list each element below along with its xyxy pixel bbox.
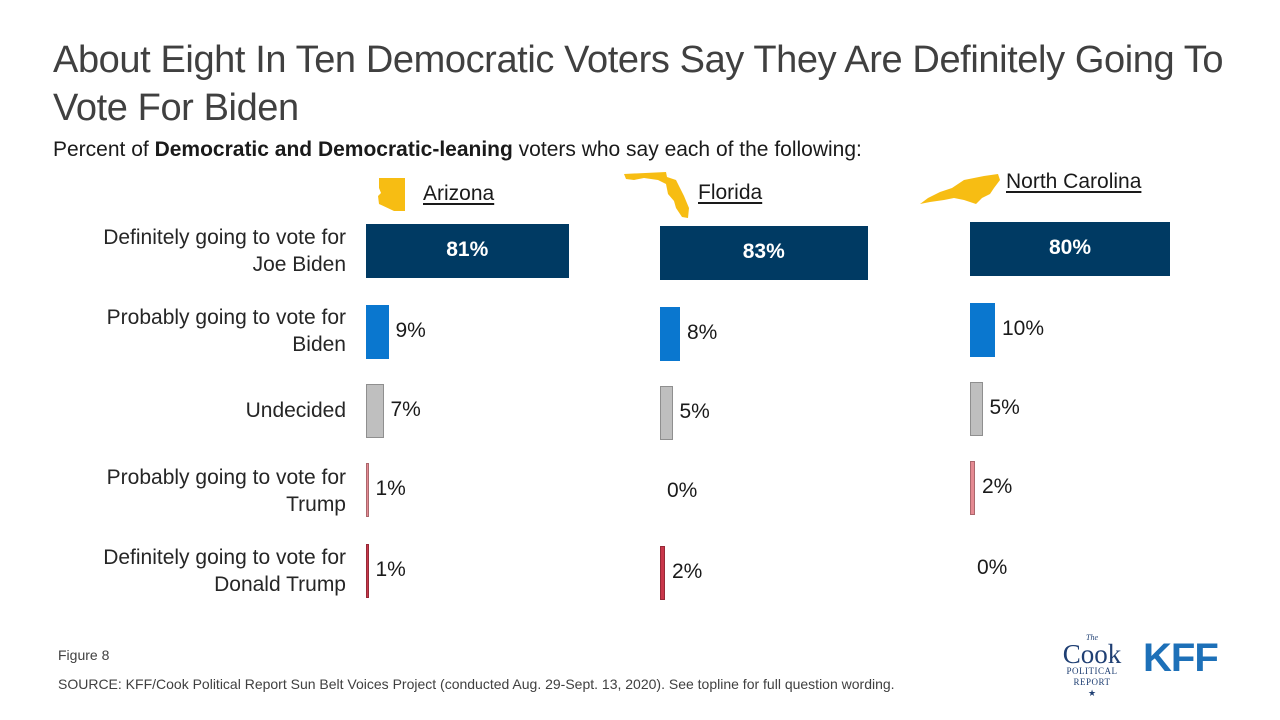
value-label-north-carolina-probably-biden: 10% <box>1002 317 1045 340</box>
value-label-florida-probably-biden: 8% <box>687 321 718 344</box>
bar-north-carolina-probably-trump <box>970 461 975 515</box>
cook-logo-the: The <box>1086 633 1098 642</box>
figure-number: Figure 8 <box>58 647 110 663</box>
value-label-arizona-definitely-biden: 81% <box>446 238 489 261</box>
row-label-line: Biden <box>292 333 346 356</box>
row-label-line: Undecided <box>245 399 346 422</box>
row-label-line: Trump <box>286 493 346 516</box>
bar-north-carolina-undecided <box>970 382 983 436</box>
subtitle-prefix: Percent of <box>53 138 155 161</box>
florida-shape-icon <box>624 172 689 218</box>
value-label-florida-definitely-trump: 2% <box>672 560 703 583</box>
cook-logo-line1: POLITICAL <box>1066 666 1118 676</box>
row-label-line: Probably going to vote for <box>106 306 346 329</box>
value-label-north-carolina-definitely-trump: 0% <box>977 556 1008 579</box>
bar-arizona-definitely-trump <box>366 544 369 598</box>
row-label-probably-trump: Probably going to vote for Trump <box>16 464 346 518</box>
value-label-arizona-definitely-trump: 1% <box>375 558 406 581</box>
value-label-florida-definitely-biden: 83% <box>742 240 785 263</box>
bar-north-carolina-probably-biden <box>970 303 995 357</box>
value-label-arizona-probably-biden: 9% <box>395 319 426 342</box>
row-label-line: Definitely going to vote for <box>103 226 346 249</box>
value-label-florida-probably-trump: 0% <box>667 479 698 502</box>
row-label-line: Probably going to vote for <box>106 466 346 489</box>
subtitle-suffix: voters who say each of the following: <box>512 138 862 161</box>
bar-arizona-probably-biden <box>366 305 389 359</box>
row-label-definitely-trump: Definitely going to vote for Donald Trum… <box>16 544 346 598</box>
subtitle-bold: Democratic and Democratic-leaning <box>154 138 513 161</box>
bar-arizona-definitely-biden <box>366 224 569 278</box>
cook-political-report-logo: The Cook POLITICAL REPORT ★ <box>1054 633 1130 699</box>
state-name-florida: Florida <box>698 181 763 204</box>
value-label-north-carolina-undecided: 5% <box>989 396 1020 419</box>
value-label-arizona-undecided: 7% <box>390 398 421 421</box>
bar-arizona-undecided <box>366 384 384 438</box>
cook-logo-word: Cook <box>1062 639 1122 669</box>
chart-subtitle: Percent of Democratic and Democratic-lea… <box>53 138 862 162</box>
bar-florida-probably-biden <box>660 307 680 361</box>
row-label-definitely-biden: Definitely going to vote for Joe Biden <box>16 224 346 278</box>
bar-florida-definitely-biden <box>660 226 868 280</box>
state-name-north-carolina: North Carolina <box>1006 170 1142 193</box>
row-label-line: Donald Trump <box>214 573 346 596</box>
bar-florida-definitely-trump <box>660 546 665 600</box>
arizona-shape-icon <box>378 178 405 211</box>
row-label-probably-biden: Probably going to vote for Biden <box>16 304 346 358</box>
page-title: About Eight In Ten Democratic Voters Say… <box>53 39 1224 129</box>
value-label-arizona-probably-trump: 1% <box>375 477 406 500</box>
value-label-florida-undecided: 5% <box>679 400 710 423</box>
state-name-arizona: Arizona <box>423 182 495 205</box>
row-label-line: Definitely going to vote for <box>103 546 346 569</box>
kff-logo: KFF <box>1143 636 1219 680</box>
value-label-north-carolina-probably-trump: 2% <box>982 475 1013 498</box>
bar-north-carolina-definitely-biden <box>970 222 1170 276</box>
source-note: SOURCE: KFF/Cook Political Report Sun Be… <box>58 676 895 692</box>
value-label-north-carolina-definitely-biden: 80% <box>1048 236 1092 259</box>
row-label-line: Joe Biden <box>252 253 346 276</box>
state-header-north-carolina: North Carolina <box>918 170 1142 208</box>
row-label-undecided: Undecided <box>16 397 346 424</box>
cook-logo-star: ★ <box>1087 688 1097 698</box>
north-carolina-shape-icon <box>920 174 1000 204</box>
bar-arizona-probably-trump <box>366 463 369 517</box>
state-header-florida: Florida <box>622 168 762 220</box>
cook-logo-line2: REPORT <box>1073 677 1111 687</box>
bar-florida-undecided <box>660 386 673 440</box>
state-header-arizona: Arizona <box>376 176 494 212</box>
